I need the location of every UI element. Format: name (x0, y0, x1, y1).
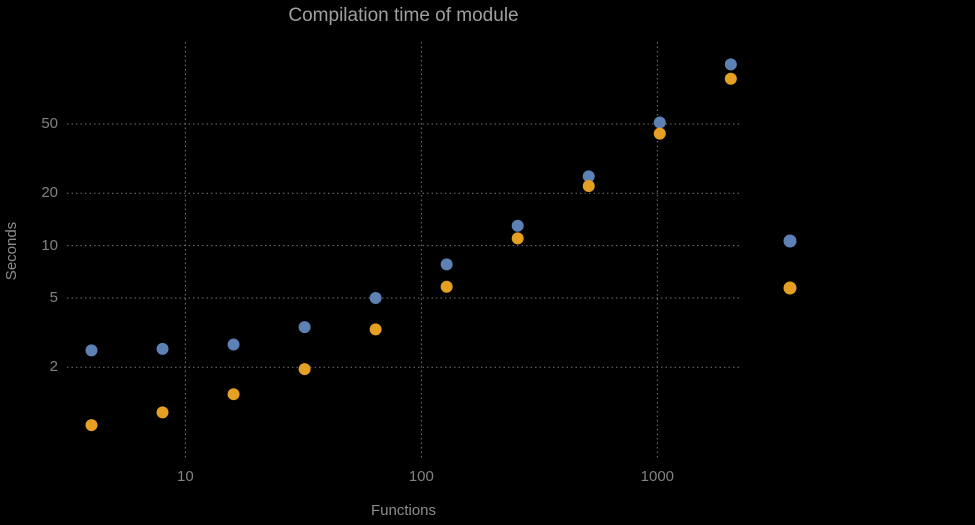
data-point-run-2-orange-x4 (85, 419, 98, 432)
data-point-run-2-orange-x256 (511, 232, 524, 245)
data-point-run-2-orange-x8 (156, 406, 169, 419)
data-point-run-1-blue-x256 (511, 219, 524, 232)
y-tick-label-20: 20 (41, 184, 58, 202)
y-tick-label-5: 5 (49, 288, 58, 306)
data-point-run-1-blue-x128 (440, 258, 453, 271)
data-point-run-2-orange-x16 (227, 388, 240, 401)
data-point-run-1-blue-x64 (369, 291, 382, 304)
y-tick-label-10: 10 (41, 236, 58, 254)
y-axis-label: Seconds (3, 221, 20, 281)
legend-marker-2 (783, 281, 797, 295)
y-tick-label-2: 2 (49, 358, 58, 376)
data-point-run-2-orange-x64 (369, 323, 382, 336)
legend-marker-1 (783, 234, 797, 248)
data-point-run-2-orange-x512 (582, 180, 595, 193)
data-point-run-2-orange-x2048 (724, 72, 737, 85)
data-point-run-1-blue-x8 (156, 342, 169, 355)
data-point-run-1-blue-x16 (227, 338, 240, 351)
data-point-run-2-orange-x1024 (653, 127, 666, 140)
x-axis-label: Functions (370, 502, 437, 519)
data-point-run-1-blue-x32 (298, 321, 311, 334)
x-tick-label-1000: 1000 (640, 468, 675, 485)
chart-title: Compilation time of module (288, 5, 519, 26)
data-point-run-1-blue-x4 (85, 344, 98, 357)
x-tick-label-100: 100 (408, 468, 434, 485)
data-point-run-1-blue-x1024 (653, 116, 666, 129)
data-point-run-1-blue-x2048 (724, 58, 737, 71)
data-point-run-1-blue-x512 (582, 170, 595, 183)
data-point-run-2-orange-x32 (298, 363, 311, 376)
x-tick-label-10: 10 (177, 468, 194, 485)
data-point-run-2-orange-x128 (440, 280, 453, 293)
y-tick-label-50: 50 (41, 115, 58, 132)
